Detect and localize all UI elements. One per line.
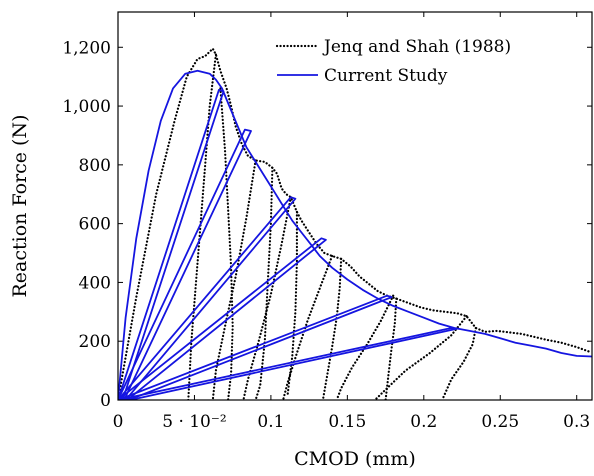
experimental-curve — [384, 297, 398, 400]
y-tick-label: 1,200 — [62, 38, 111, 58]
experimental-curve — [321, 257, 343, 400]
simulation-series — [118, 69, 592, 400]
experimental-curve — [282, 254, 334, 400]
series-layer — [118, 47, 592, 400]
simulation-curve — [118, 196, 297, 400]
y-tick-label: 600 — [79, 215, 111, 235]
x-axis-title: CMOD (mm) — [294, 448, 416, 470]
experimental-curve — [242, 196, 292, 400]
experimental-curve — [441, 326, 477, 400]
y-tick-label: 800 — [79, 156, 111, 176]
simulation-curve — [118, 237, 327, 400]
legend-label-simulation: Current Study — [324, 66, 448, 86]
experimental-curve — [219, 87, 234, 400]
experimental-curve — [373, 315, 468, 400]
x-tick-label: 0.1 — [257, 412, 284, 432]
y-tick-label: 400 — [79, 273, 111, 293]
simulation-curve — [118, 128, 252, 400]
y-tick-label: 200 — [79, 332, 111, 352]
experimental-curve — [254, 166, 274, 400]
simulation-curve — [118, 89, 225, 400]
x-tick-label: 0.15 — [328, 412, 366, 432]
experimental-curve — [286, 210, 298, 396]
experimental-curve — [118, 47, 590, 400]
experimental-curve — [335, 294, 395, 400]
plot-frame — [117, 11, 593, 401]
x-tick-label: 0 — [113, 412, 124, 432]
simulation-curve — [118, 327, 459, 400]
experimental-series — [118, 47, 590, 400]
experimental-curve — [211, 159, 257, 400]
legend-label-experimental: Jenq and Shah (1988) — [322, 37, 511, 57]
y-axis-title: Reaction Force (N) — [9, 115, 31, 298]
legend: Jenq and Shah (1988) Current Study — [268, 26, 583, 90]
x-tick-label: 0.25 — [481, 412, 519, 432]
simulation-curve — [118, 294, 393, 400]
x-tick-label: 0.3 — [563, 412, 590, 432]
axis-ticks: 0 5 · 10⁻² 0.1 0.15 0.2 0.25 0.3 0 200 400 600 800 1… — [62, 12, 592, 432]
y-tick-label: 1,000 — [62, 97, 111, 117]
x-tick-label: 5 · 10⁻² — [162, 412, 226, 432]
legend-box — [268, 26, 583, 90]
x-tick-label: 0.2 — [410, 412, 437, 432]
simulation-curve — [118, 69, 592, 400]
y-tick-label: 0 — [100, 391, 111, 411]
